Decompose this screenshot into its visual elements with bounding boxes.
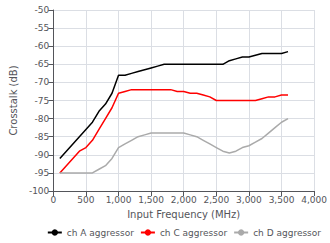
- svg-text:1,500: 1,500: [138, 195, 164, 205]
- svg-text:ch D aggressor: ch D aggressor: [253, 228, 321, 238]
- svg-text:4,000: 4,000: [301, 195, 327, 205]
- svg-text:-90: -90: [35, 150, 50, 160]
- svg-text:3,000: 3,000: [236, 195, 262, 205]
- svg-text:2,000: 2,000: [171, 195, 197, 205]
- svg-text:1,000: 1,000: [106, 195, 132, 205]
- svg-text:-60: -60: [35, 41, 50, 51]
- svg-text:-70: -70: [35, 77, 50, 87]
- svg-text:-75: -75: [35, 96, 50, 106]
- svg-text:-55: -55: [35, 23, 50, 33]
- svg-text:Crosstalk (dB): Crosstalk (dB): [8, 65, 19, 135]
- svg-text:-85: -85: [35, 132, 50, 142]
- svg-text:Input Frequency (MHz): Input Frequency (MHz): [127, 209, 240, 220]
- svg-text:2,500: 2,500: [203, 195, 229, 205]
- svg-text:-50: -50: [35, 5, 50, 15]
- svg-text:ch C aggressor: ch C aggressor: [160, 228, 228, 238]
- svg-text:-80: -80: [35, 114, 50, 124]
- svg-text:-65: -65: [35, 59, 50, 69]
- svg-text:3,500: 3,500: [269, 195, 295, 205]
- svg-text:-95: -95: [35, 168, 50, 178]
- svg-text:ch A aggressor: ch A aggressor: [67, 228, 134, 238]
- svg-text:-100: -100: [29, 186, 50, 196]
- svg-text:0: 0: [50, 195, 56, 205]
- svg-text:500: 500: [77, 195, 94, 205]
